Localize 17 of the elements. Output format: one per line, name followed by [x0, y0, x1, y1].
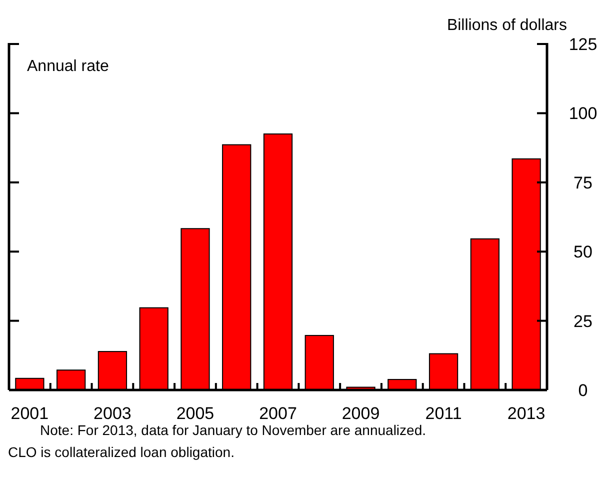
- y-axis-title: Billions of dollars: [446, 17, 567, 34]
- annotation: Annual rate: [27, 58, 109, 75]
- x-tick-label: 2001: [10, 404, 49, 423]
- x-tick-label: 2005: [176, 404, 214, 423]
- x-tick-label: 2003: [94, 404, 132, 423]
- x-tick-label: 2011: [425, 404, 462, 423]
- y-tick-label: 50: [574, 242, 592, 262]
- text: Note: For 2013, data for January to November are annualized.: [40, 422, 426, 438]
- y-tick-label: 125: [568, 34, 598, 54]
- y-tick-label: 25: [574, 312, 592, 331]
- text: CLO is collateralized loan obligation.: [8, 444, 234, 460]
- x-tick-label: 2007: [259, 404, 297, 423]
- x-tick-label: 2013: [507, 404, 546, 423]
- y-tick-label: 100: [568, 104, 598, 124]
- x-tick-label: 2009: [342, 404, 380, 423]
- y-tick-label: 75: [574, 173, 592, 192]
- y-tick-label: 0: [578, 380, 588, 400]
